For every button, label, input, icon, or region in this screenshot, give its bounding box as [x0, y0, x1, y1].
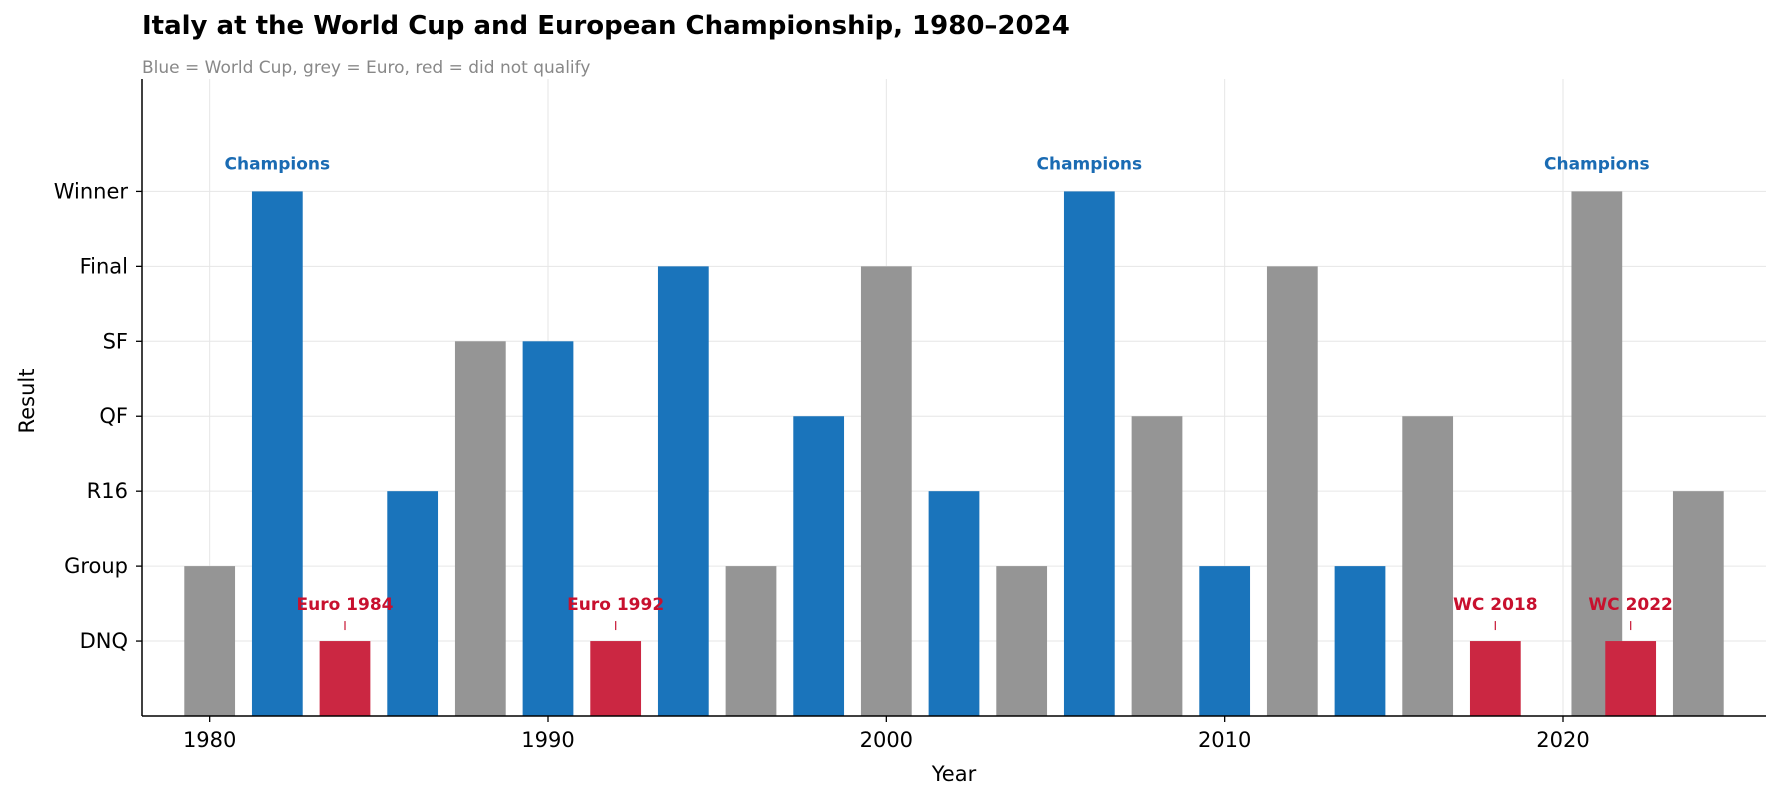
y-tick-label: Group [64, 554, 128, 578]
y-tick-label: Winner [54, 179, 129, 203]
axes-group [141, 79, 1766, 717]
x-tick-label: 1980 [183, 728, 236, 752]
annotation-champions: Champions [1036, 154, 1142, 174]
bar-1988 [454, 341, 506, 716]
bar-2004 [996, 566, 1048, 716]
bar-2016 [1402, 416, 1454, 716]
bar-2010 [1199, 566, 1251, 716]
x-tick-label: 2010 [1198, 728, 1251, 752]
annotations-group: Champions Champions Champions Euro 1984 Euro… [224, 154, 1673, 631]
bar-2008 [1131, 416, 1183, 716]
bar-2006 [1063, 191, 1115, 717]
bar-1998 [793, 416, 845, 716]
x-axis-label: Year [931, 762, 977, 786]
annotation-dnq: Euro 1984 [296, 595, 393, 615]
bar-2021 [1571, 191, 1623, 717]
bars-group [184, 191, 1724, 717]
bar-2022 [1605, 641, 1657, 716]
bar-1996 [725, 566, 777, 716]
bar-1990 [522, 341, 574, 716]
bar-2018 [1469, 641, 1521, 716]
chart-subtitle: Blue = World Cup, grey = Euro, red = did… [142, 58, 590, 78]
y-tick-label: QF [99, 404, 128, 428]
y-ticks: DNQ Group R16 QF SF Final Winner [54, 179, 142, 653]
bar-2000 [860, 266, 912, 716]
y-tick-label: Final [80, 254, 128, 278]
bar-2024 [1672, 491, 1724, 716]
y-tick-label: DNQ [80, 629, 128, 653]
x-ticks: 1980 1990 2000 2010 2020 [183, 716, 1590, 752]
annotation-champions: Champions [1544, 154, 1650, 174]
bar-2014 [1334, 566, 1386, 716]
bar-1980 [184, 566, 236, 716]
x-tick-label: 2000 [860, 728, 913, 752]
bar-1994 [657, 266, 709, 716]
x-tick-label: 2020 [1536, 728, 1589, 752]
y-axis-label: Result [15, 369, 39, 434]
bar-1986 [387, 491, 439, 716]
x-tick-label: 1990 [521, 728, 574, 752]
y-tick-label: R16 [87, 479, 128, 503]
bar-2002 [928, 491, 980, 716]
annotation-dnq: WC 2018 [1453, 595, 1537, 615]
bar-1992 [590, 641, 642, 716]
annotation-champions: Champions [224, 154, 330, 174]
chart-title: Italy at the World Cup and European Cham… [142, 11, 1070, 41]
annotation-dnq: Euro 1992 [567, 595, 664, 615]
bar-1982 [251, 191, 303, 717]
bar-2012 [1266, 266, 1318, 716]
annotation-dnq: WC 2022 [1588, 595, 1672, 615]
y-tick-label: SF [103, 329, 128, 353]
bar-1984 [319, 641, 371, 716]
